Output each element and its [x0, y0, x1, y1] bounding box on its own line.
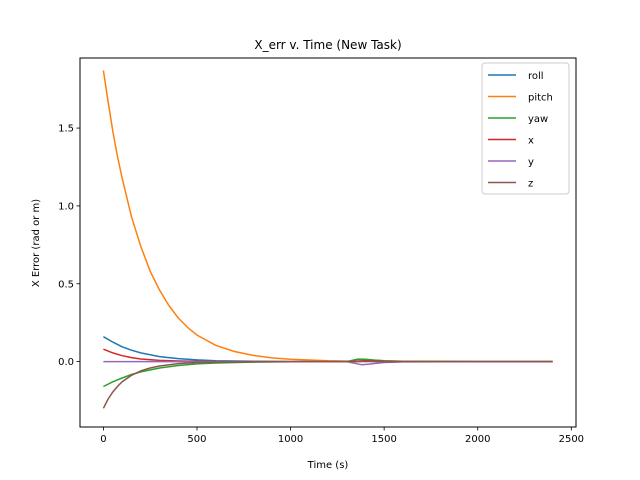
- x-tick-label: 1500: [371, 434, 396, 445]
- y-tick-label: 1.0: [58, 201, 74, 212]
- x-tick-label: 500: [187, 434, 206, 445]
- legend: roll pitch yaw xyz: [481, 62, 570, 195]
- legend-label-x: x: [528, 136, 534, 147]
- legend-box: [481, 62, 570, 195]
- legend-label-roll: roll: [528, 71, 544, 82]
- plot-frame: [79, 57, 577, 428]
- legend-label-y: y: [528, 157, 534, 168]
- x-tick-label: 2500: [559, 434, 584, 445]
- y-axis: 0.0 0.5 1.0 1.5: [58, 124, 80, 368]
- y-axis-label: X Error (rad or m): [31, 199, 42, 287]
- x-axis-label: Time (s): [307, 460, 349, 471]
- y-tick-label: 0.0: [58, 357, 74, 368]
- plot-series: [102, 70, 553, 409]
- x-tick-label: 2000: [465, 434, 490, 445]
- legend-label-pitch: pitch: [528, 93, 553, 104]
- chart-title: X_err v. Time (New Task): [254, 38, 401, 52]
- legend-label-z: z: [528, 179, 533, 190]
- series-line-z: [102, 360, 553, 409]
- y-tick-label: 1.5: [58, 124, 74, 135]
- x-axis: 0 500 1000 1500 2000 2500: [100, 427, 584, 445]
- x-tick-label: 1000: [278, 434, 303, 445]
- x-tick-label: 0: [100, 434, 106, 445]
- legend-label-yaw: yaw: [528, 114, 548, 125]
- y-tick-label: 0.5: [58, 279, 74, 290]
